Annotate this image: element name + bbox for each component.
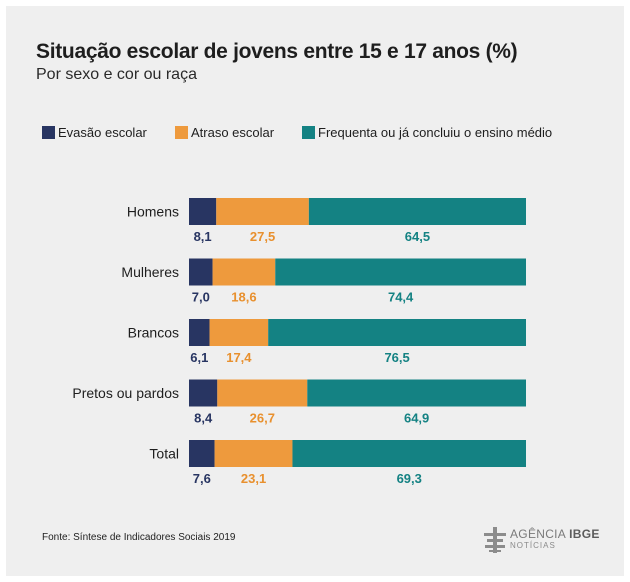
value-label-total-frequenta: 69,3 — [397, 471, 422, 486]
legend-item-atraso: Atraso escolar — [175, 124, 274, 140]
chart-card — [6, 6, 624, 576]
value-label-homens-atraso: 27,5 — [250, 229, 275, 244]
bar-total-evasao — [189, 440, 215, 467]
logo-subtitle: NOTÍCIAS — [510, 541, 556, 550]
bar-pretos-ou-pardos-evasao — [189, 379, 218, 407]
value-label-total-evasao: 7,6 — [193, 471, 211, 486]
chart-title: Situação escolar de jovens entre 15 e 17… — [36, 40, 518, 63]
legend: Evasão escolar Atraso escolar Frequenta … — [0, 124, 630, 140]
legend-label-evasao: Evasão escolar — [58, 124, 147, 140]
bar-brancos-atraso — [209, 319, 269, 346]
chart-subtitle: Por sexo e cor ou raça — [36, 66, 197, 83]
value-label-pretos-ou-pardos-frequenta: 64,9 — [404, 411, 429, 426]
logo-word-bold: IBGE — [569, 527, 600, 541]
category-label-homens: Homens — [127, 204, 179, 220]
source-note: Fonte: Síntese de Indicadores Sociais 20… — [42, 532, 236, 543]
legend-item-evasao: Evasão escolar — [42, 124, 147, 140]
legend-label-atraso: Atraso escolar — [191, 124, 275, 140]
legend-swatch-atraso — [175, 125, 188, 139]
category-label-total: Total — [149, 446, 179, 462]
bar-mulheres-frequenta — [275, 258, 526, 286]
bar-total-atraso — [214, 440, 293, 467]
agencia-ibge-logo: AGÊNCIA IBGE NOTÍCIAS — [484, 525, 599, 555]
legend-swatch-frequenta — [302, 125, 315, 139]
bar-brancos-frequenta — [268, 319, 526, 346]
bar-mulheres-evasao — [189, 258, 213, 286]
value-label-brancos-frequenta: 76,5 — [384, 350, 409, 365]
value-label-brancos-atraso: 17,4 — [226, 350, 252, 365]
category-label-brancos: Brancos — [128, 325, 179, 341]
legend-swatch-evasao — [42, 125, 55, 139]
bar-homens-frequenta — [308, 198, 526, 225]
value-label-mulheres-atraso: 18,6 — [231, 290, 256, 305]
bar-pretos-ou-pardos-atraso — [217, 379, 308, 407]
value-label-pretos-ou-pardos-atraso: 26,7 — [250, 411, 275, 426]
bar-brancos-evasao — [189, 319, 210, 346]
bar-mulheres-atraso — [212, 258, 276, 286]
category-label-mulheres: Mulheres — [121, 264, 179, 280]
value-label-homens-frequenta: 64,5 — [405, 229, 430, 244]
value-label-mulheres-evasao: 7,0 — [192, 290, 210, 305]
value-label-mulheres-frequenta: 74,4 — [388, 290, 414, 305]
legend-label-frequenta: Frequenta ou já concluiu o ensino médio — [318, 124, 553, 140]
category-label-pretos-ou-pardos: Pretos ou pardos — [72, 385, 179, 401]
bar-pretos-ou-pardos-frequenta — [307, 379, 526, 407]
bar-homens-evasao — [189, 198, 217, 225]
logo-word-light: AGÊNCIA — [510, 527, 566, 541]
legend-item-frequenta: Frequenta ou já concluiu o ensino médio — [302, 124, 552, 140]
bar-total-frequenta — [292, 440, 526, 467]
value-label-pretos-ou-pardos-evasao: 8,4 — [194, 411, 213, 426]
value-label-brancos-evasao: 6,1 — [190, 350, 208, 365]
value-label-total-atraso: 23,1 — [241, 471, 266, 486]
ibge-logo-icon — [484, 527, 506, 553]
bar-homens-atraso — [216, 198, 309, 225]
logo-wordmark: AGÊNCIA IBGE — [510, 527, 600, 541]
value-label-homens-evasao: 8,1 — [194, 229, 212, 244]
